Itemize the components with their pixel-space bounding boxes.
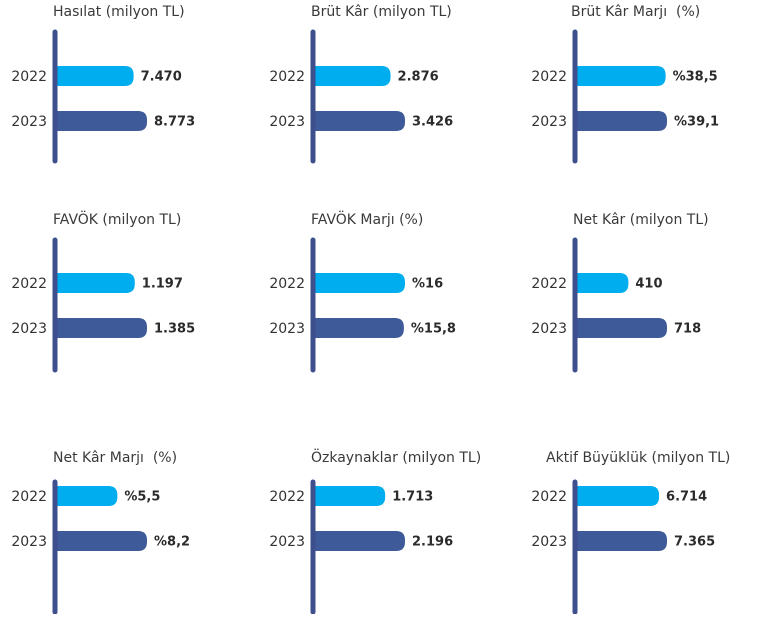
category-label: 2022 (11, 489, 47, 505)
bar (577, 111, 667, 131)
category-label: 2022 (11, 276, 47, 292)
chart-title: Aktif Büyüklük (milyon TL) (546, 450, 730, 466)
category-label: 2022 (531, 69, 567, 85)
category-label: 2023 (269, 534, 305, 550)
value-label: 1.713 (392, 490, 433, 505)
bar (577, 66, 666, 86)
bar (315, 273, 405, 293)
category-label: 2022 (269, 69, 305, 85)
bar (315, 111, 405, 131)
category-label: 2022 (269, 489, 305, 505)
value-label: 8.773 (154, 115, 195, 130)
bar (577, 486, 660, 506)
chart-title: Brüt Kâr (milyon TL) (311, 4, 452, 20)
value-label: %16 (412, 277, 443, 292)
value-label: %5,5 (124, 490, 160, 505)
category-label: 2023 (531, 534, 567, 550)
category-label: 2023 (11, 534, 47, 550)
chart-title: Hasılat (milyon TL) (53, 4, 185, 20)
value-label: 1.197 (142, 277, 183, 292)
category-label: 2023 (11, 321, 47, 337)
bar (577, 318, 667, 338)
bar (315, 318, 404, 338)
category-label: 2023 (269, 114, 305, 130)
chart-title: Özkaynaklar (milyon TL) (311, 448, 481, 466)
value-label: 410 (635, 277, 662, 292)
chart-title: Net Kâr (milyon TL) (573, 212, 709, 228)
category-label: 2022 (11, 69, 47, 85)
value-label: 7.365 (674, 535, 715, 550)
bar (315, 531, 405, 551)
category-label: 2023 (531, 321, 567, 337)
value-label: %8,2 (154, 535, 190, 550)
bar (57, 318, 147, 338)
chart-title: Net Kâr Marjı (%) (53, 450, 177, 466)
chart-title: FAVÖK Marjı (%) (311, 210, 423, 228)
bar (315, 486, 386, 506)
chart-title: FAVÖK (milyon TL) (53, 210, 181, 228)
value-label: %38,5 (673, 70, 718, 85)
category-label: 2023 (531, 114, 567, 130)
category-label: 2023 (269, 321, 305, 337)
value-label: 2.876 (398, 70, 439, 85)
bar (57, 486, 118, 506)
value-label: 2.196 (412, 535, 453, 550)
category-label: 2022 (531, 489, 567, 505)
bar (57, 531, 147, 551)
bar (57, 273, 135, 293)
category-label: 2023 (11, 114, 47, 130)
value-label: 6.714 (666, 490, 707, 505)
category-label: 2022 (531, 276, 567, 292)
bar (577, 273, 629, 293)
value-label: 3.426 (412, 115, 453, 130)
value-label: %39,1 (674, 115, 719, 130)
value-label: %15,8 (411, 322, 456, 337)
bar (315, 66, 391, 86)
chart-title: Brüt Kâr Marjı (%) (571, 4, 700, 20)
bar (57, 111, 147, 131)
value-label: 1.385 (154, 322, 195, 337)
value-label: 7.470 (141, 70, 182, 85)
value-label: 718 (674, 322, 701, 337)
bar (57, 66, 134, 86)
bar (577, 531, 667, 551)
category-label: 2022 (269, 276, 305, 292)
